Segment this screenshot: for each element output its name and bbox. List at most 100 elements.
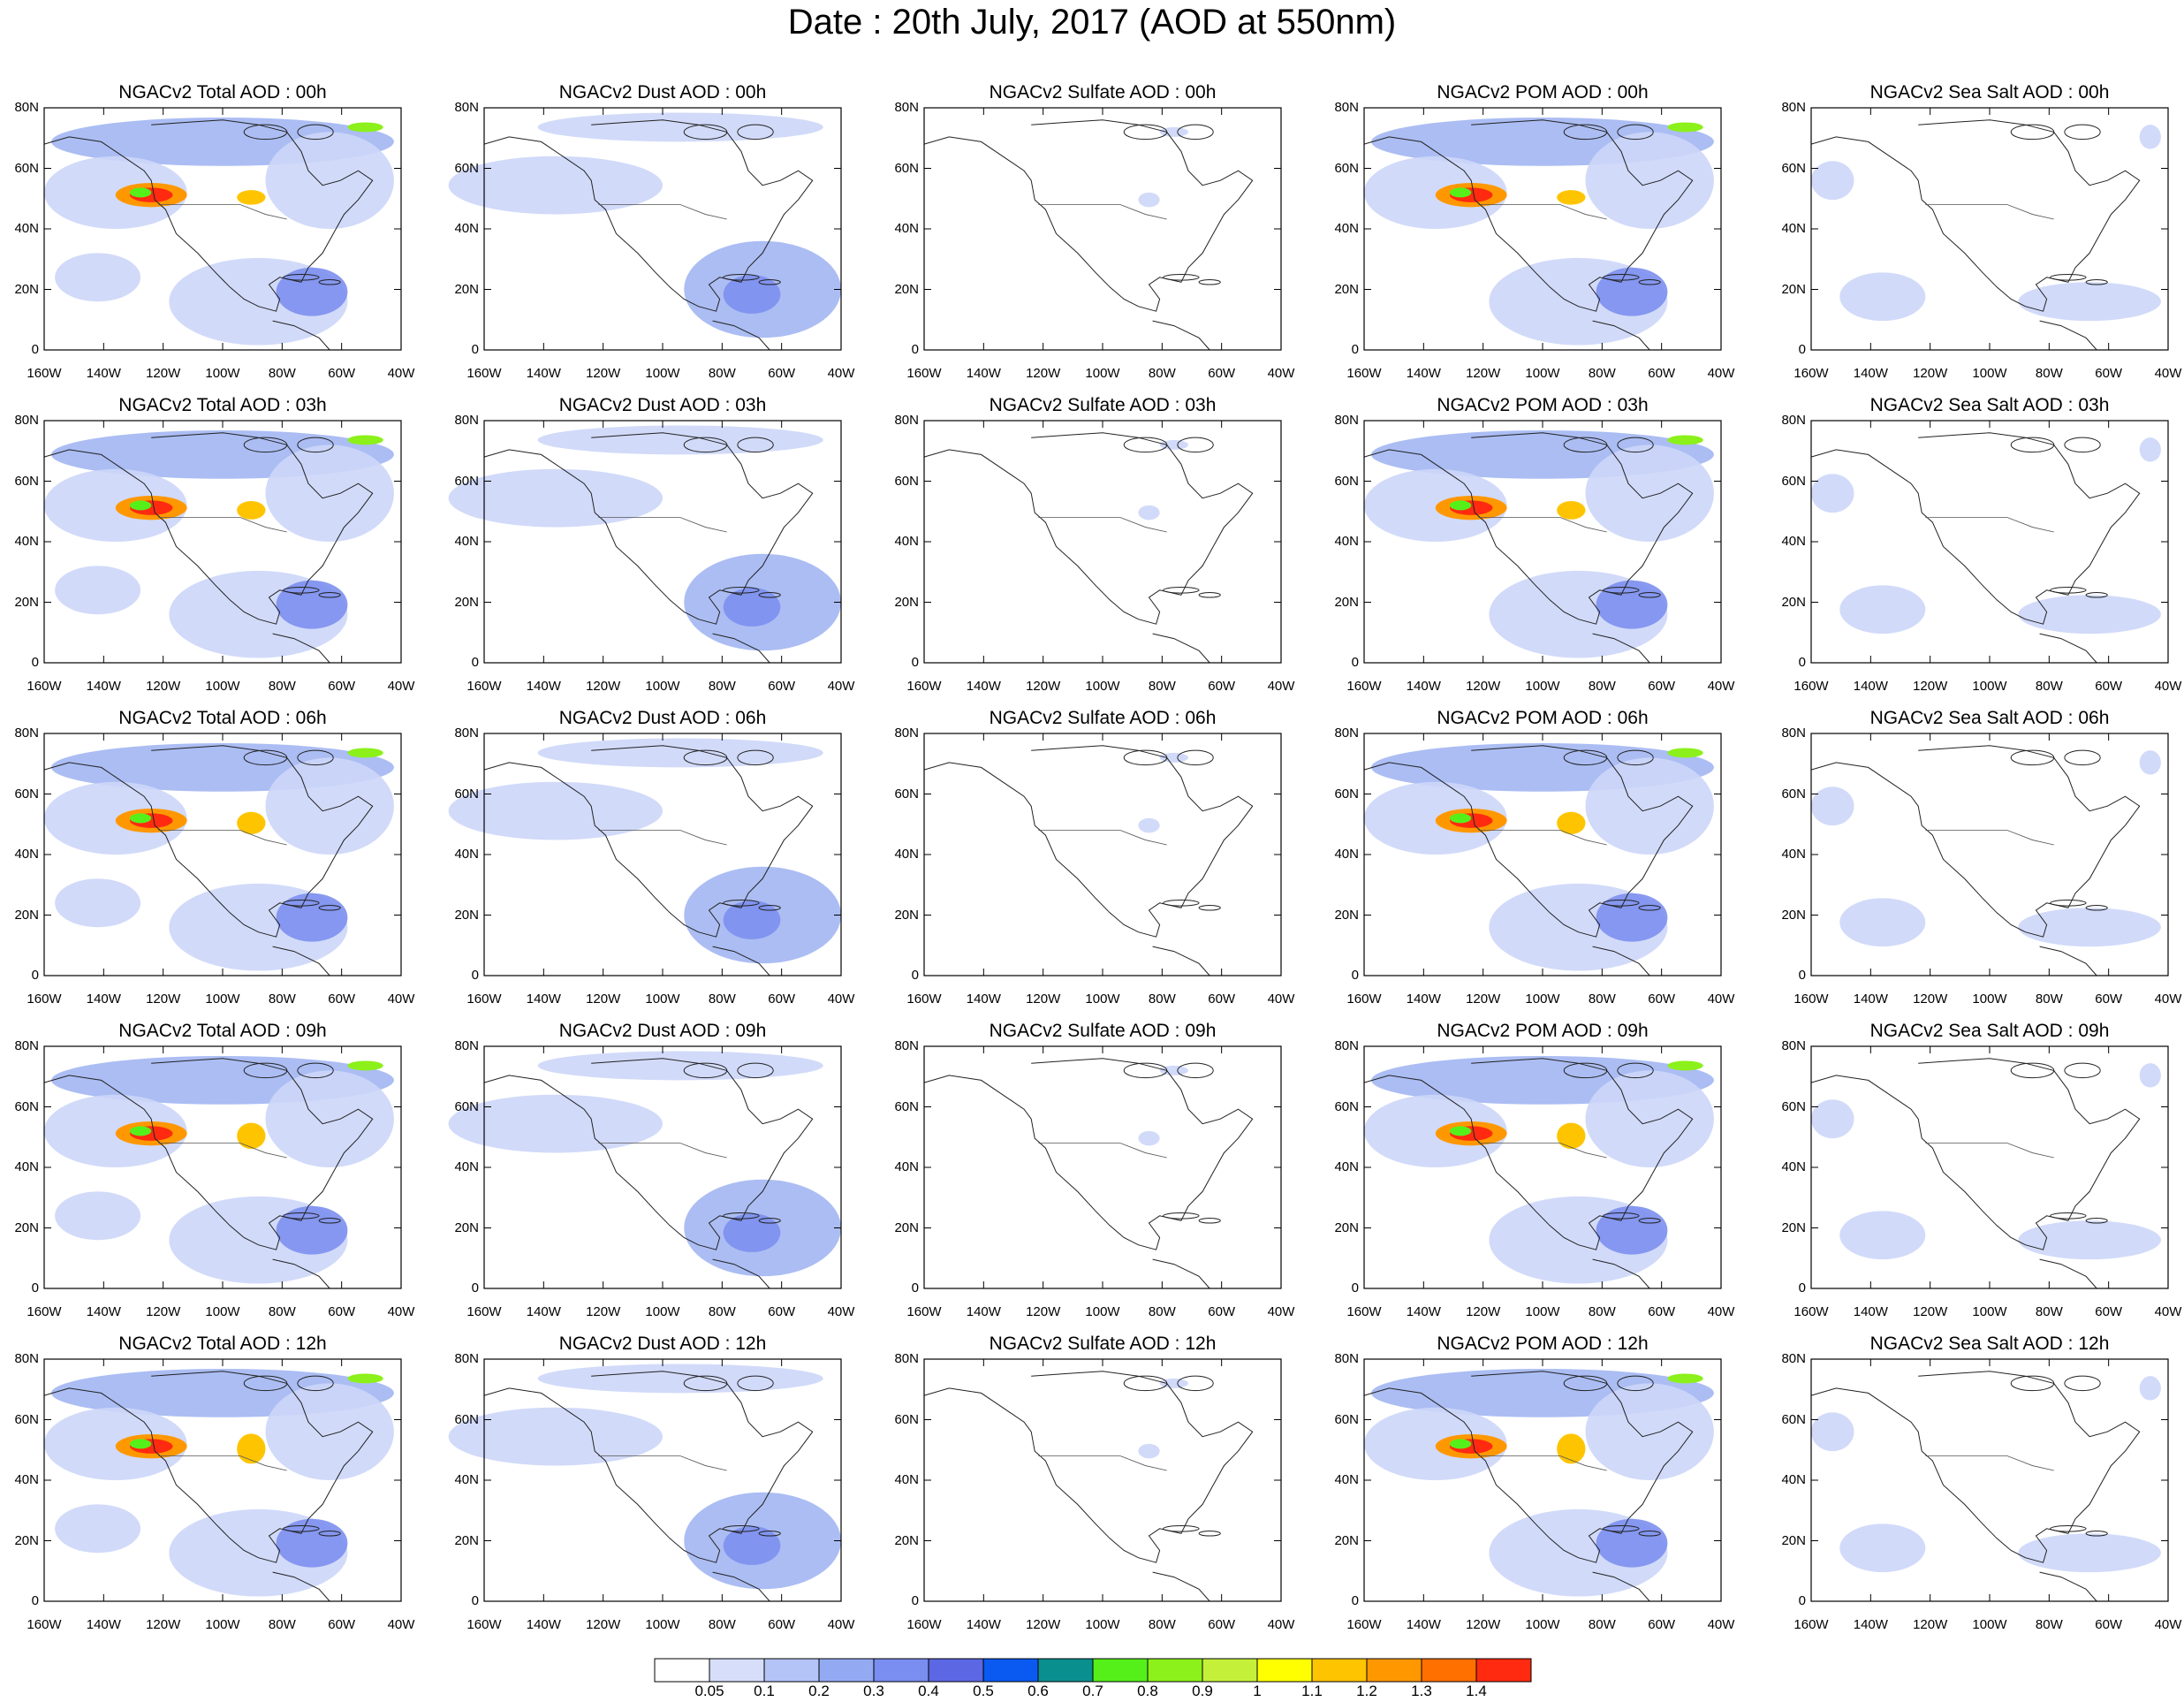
island <box>1617 1062 1654 1079</box>
lat-label: 60N <box>894 786 919 802</box>
lon-label: 100W <box>205 1304 240 1319</box>
aod-field <box>2018 1533 2161 1573</box>
aod-field <box>537 1051 823 1081</box>
aod-field <box>265 444 394 542</box>
country-border <box>598 1455 727 1471</box>
island <box>243 749 288 766</box>
aod-field <box>347 1060 383 1071</box>
coastline <box>272 1571 330 1602</box>
aod-field <box>448 1094 663 1153</box>
coastline <box>1592 1571 1650 1602</box>
lon-label: 40W <box>1707 1304 1735 1319</box>
aod-field <box>265 1383 394 1480</box>
lon-label: 80W <box>2035 366 2063 381</box>
lon-label: 140W <box>966 679 1001 694</box>
lat-label: 60N <box>14 160 39 176</box>
aod-field <box>129 1439 152 1449</box>
island <box>2064 124 2101 141</box>
lon-label: 140W <box>526 1304 561 1319</box>
panel-title: NGACv2 POM AOD : 03h <box>1437 395 1649 415</box>
lon-label: 80W <box>1588 366 1616 381</box>
aod-field <box>1449 1439 1472 1449</box>
coastline <box>272 946 330 976</box>
aod-field <box>448 468 663 528</box>
lat-label: 0 <box>1798 655 1806 670</box>
country-border <box>1925 830 2054 846</box>
lon-label: 120W <box>146 679 181 694</box>
panel-title: NGACv2 Dust AOD : 00h <box>558 82 767 103</box>
aod-field <box>448 781 663 840</box>
lon-label: 100W <box>1525 1617 1560 1632</box>
coastline <box>1152 1571 1210 1602</box>
map-plot <box>43 107 402 351</box>
island <box>758 1218 781 1224</box>
aod-field <box>723 1526 781 1565</box>
map-frame <box>923 420 1282 664</box>
lon-label: 140W <box>1853 1304 1888 1319</box>
coastline <box>712 1571 770 1602</box>
panel-title: NGACv2 Sea Salt AOD : 12h <box>1869 1333 2110 1354</box>
lon-label: 100W <box>1972 366 2007 381</box>
lon-label: 80W <box>708 1304 736 1319</box>
lat-label: 0 <box>1798 1593 1806 1608</box>
aod-field <box>1585 757 1714 855</box>
island <box>758 279 781 285</box>
lat-label: 20N <box>1334 907 1359 923</box>
lat-label: 60N <box>894 1098 919 1114</box>
lat-label: 40N <box>1334 221 1359 236</box>
map-plot <box>923 107 1282 351</box>
island <box>2050 900 2087 907</box>
lon-label: 40W <box>387 679 415 694</box>
aod-field <box>237 190 266 205</box>
lon-label: 160W <box>1346 992 1382 1007</box>
aod-field <box>1667 122 1703 133</box>
island <box>2085 905 2108 911</box>
lat-label: 20N <box>894 1532 919 1548</box>
aod-field <box>1449 1126 1472 1136</box>
country-border <box>1925 1455 2054 1471</box>
lat-label: 20N <box>454 1532 479 1548</box>
lat-label: 40N <box>894 221 919 236</box>
coastline <box>272 320 330 351</box>
lon-label: 80W <box>1588 992 1616 1007</box>
coastline <box>483 745 814 938</box>
aod-field <box>1364 781 1507 855</box>
colorbar-swatch <box>763 1658 820 1683</box>
map-plot <box>1363 1358 1722 1602</box>
panel-title: NGACv2 POM AOD : 06h <box>1437 708 1649 728</box>
lat-label: 20N <box>1781 907 1806 923</box>
lat-label: 40N <box>1781 221 1806 236</box>
lat-label: 0 <box>31 1593 39 1608</box>
lon-label: 60W <box>1208 366 1236 381</box>
lon-label: 120W <box>146 1617 181 1632</box>
panel-title: NGACv2 Sea Salt AOD : 09h <box>1869 1021 2110 1041</box>
colorbar-label: 0.3 <box>863 1683 884 1699</box>
country-border <box>158 830 287 846</box>
lon-label: 160W <box>1346 679 1382 694</box>
aod-field <box>1557 500 1586 520</box>
lon-label: 120W <box>1466 1617 1501 1632</box>
coastline <box>272 633 330 664</box>
lat-label: 40N <box>1781 534 1806 549</box>
panel-title: NGACv2 Dust AOD : 06h <box>558 708 767 728</box>
lon-label: 60W <box>2095 992 2123 1007</box>
aod-field <box>723 275 781 314</box>
island <box>2010 1062 2055 1079</box>
lon-label: 40W <box>1707 366 1735 381</box>
lat-label: 0 <box>1351 968 1359 983</box>
lon-label: 120W <box>146 366 181 381</box>
coastline <box>2039 946 2097 976</box>
lon-label: 80W <box>1148 992 1176 1007</box>
panel-title: NGACv2 Total AOD : 06h <box>118 708 327 728</box>
aod-field <box>2139 125 2161 149</box>
lon-label: 120W <box>146 992 181 1007</box>
lon-label: 40W <box>1707 992 1735 1007</box>
lon-label: 140W <box>526 366 561 381</box>
island <box>683 437 728 453</box>
lon-label: 80W <box>1588 1617 1616 1632</box>
lat-label: 80N <box>454 1038 479 1053</box>
lat-label: 0 <box>31 655 39 670</box>
colorbar-swatch <box>1421 1658 1477 1683</box>
lat-label: 0 <box>1798 342 1806 357</box>
coastline <box>1363 432 1694 625</box>
